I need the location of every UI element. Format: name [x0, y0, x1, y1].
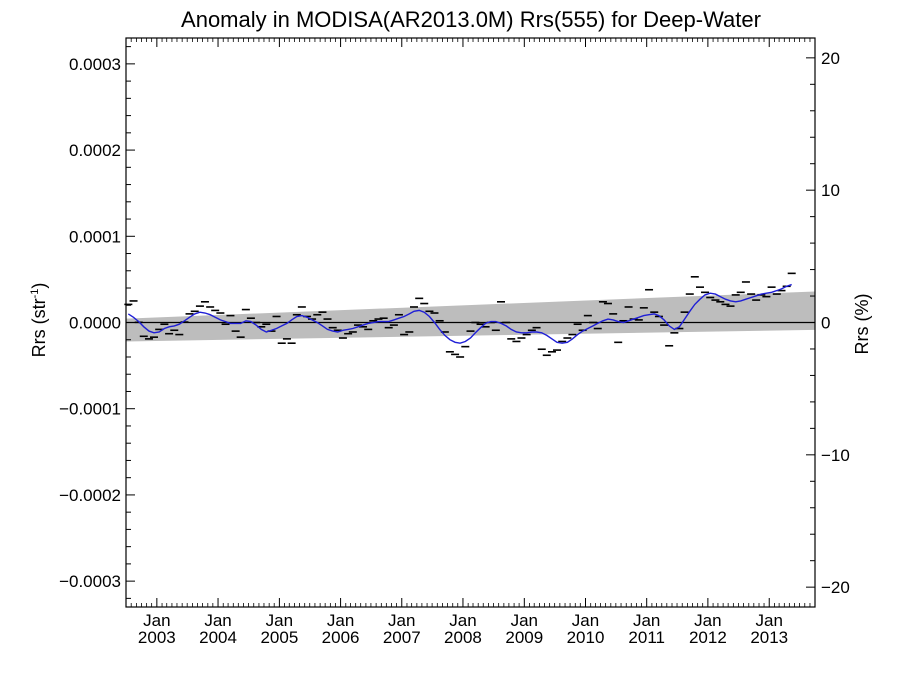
y-right-tick-label: 0 — [821, 314, 830, 333]
x-tick-year-label: 2008 — [444, 628, 482, 647]
x-tick-month-label: Jan — [204, 611, 231, 630]
x-tick-month-label: Jan — [143, 611, 170, 630]
smoothed-anomaly-line — [127, 283, 792, 344]
plot-area — [124, 272, 815, 358]
y-right-tick-label: 10 — [821, 181, 840, 200]
y-left-tick-label: −0.0003 — [59, 572, 121, 591]
y-left-tick-label: 0.0002 — [69, 141, 121, 160]
x-tick-month-label: Jan — [449, 611, 476, 630]
y-left-tick-label: 0.0003 — [69, 55, 121, 74]
x-tick-month-label: Jan — [633, 611, 660, 630]
y-left-tick-label: 0.0001 — [69, 227, 121, 246]
x-tick-month-label: Jan — [511, 611, 538, 630]
x-tick-year-label: 2004 — [199, 628, 237, 647]
y-right-tick-label: −20 — [821, 578, 850, 597]
plot-frame — [125, 37, 816, 608]
y-axis-left-label-close: ) — [29, 283, 49, 289]
x-tick-month-label: Jan — [327, 611, 354, 630]
y-axis-left-label: Rrs (str-1) — [29, 283, 49, 358]
x-tick-year-label: 2009 — [505, 628, 543, 647]
y-axis-left-label-main: Rrs (str — [29, 298, 49, 357]
y-right-tick-label: 20 — [821, 49, 840, 68]
y-axis-left: 0.0003 0.0002 0.0001 0.0000 −0.0001 −0.0002 −0… — [59, 46, 135, 599]
y-left-tick-label: −0.0001 — [59, 400, 121, 419]
y-right-tick-label: −10 — [821, 446, 850, 465]
chart-title: Anomaly in MODISA(AR2013.0M) Rrs(555) fo… — [181, 7, 761, 32]
y-axis-left-label-sup: -1 — [29, 289, 41, 299]
x-tick-year-label: 2003 — [138, 628, 176, 647]
x-tick-year-label: 2006 — [322, 628, 360, 647]
y-axis-right: 20 10 0 −10 −20 — [806, 49, 850, 597]
x-tick-month-label: Jan — [694, 611, 721, 630]
x-tick-year-label: 2005 — [260, 628, 298, 647]
y-left-tick-label: 0.0000 — [69, 314, 121, 333]
y-left-tick-label: −0.0002 — [59, 486, 121, 505]
x-tick-year-label: 2012 — [689, 628, 727, 647]
x-tick-month-label: Jan — [572, 611, 599, 630]
trend-confidence-band — [126, 291, 815, 342]
y-axis-right-label: Rrs (%) — [852, 294, 872, 355]
x-tick-month-label: Jan — [756, 611, 783, 630]
x-tick-year-label: 2011 — [628, 628, 665, 647]
x-tick-year-label: 2013 — [750, 628, 788, 647]
x-tick-month-label: Jan — [266, 611, 293, 630]
x-tick-year-label: 2007 — [383, 628, 421, 647]
x-axis: Jan2003Jan2004Jan2005Jan2006Jan2007Jan20… — [125, 38, 816, 647]
x-tick-year-label: 2010 — [567, 628, 605, 647]
x-tick-month-label: Jan — [388, 611, 415, 630]
